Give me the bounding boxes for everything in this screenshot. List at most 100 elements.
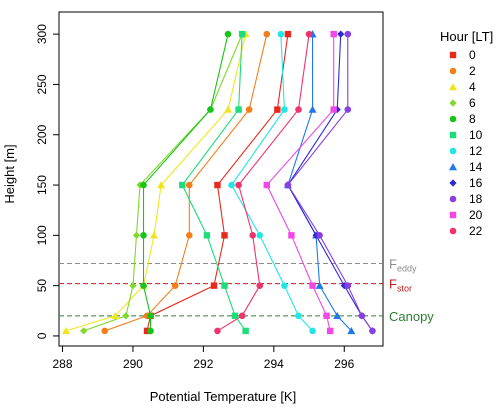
- data-point-hour-14: [315, 281, 324, 289]
- reference-line-label: Canopy: [389, 309, 434, 324]
- plot-area: 288 290 292 294 296 0 50 100 150 200 250 300 Canopy F…: [35, 11, 434, 371]
- data-point-hour-10: [221, 282, 228, 289]
- legend-marker-hour-18: [449, 195, 457, 203]
- legend-marker-hour-10: [449, 131, 457, 139]
- data-point-hour-2: [186, 232, 193, 239]
- x-axis-title: Potential Temperature [K]: [150, 389, 296, 404]
- data-point-hour-20: [323, 312, 330, 320]
- x-tick-label: 290: [123, 357, 143, 371]
- data-point-hour-10: [231, 312, 239, 320]
- data-point-hour-10: [238, 30, 246, 38]
- legend-marker-hour-22: [449, 227, 457, 235]
- data-point-hour-4: [62, 326, 71, 335]
- data-point-hour-18: [284, 181, 292, 189]
- legend-label-hour-16: 16: [469, 176, 483, 190]
- data-point-hour-12: [277, 30, 285, 38]
- y-tick-label: 300: [35, 24, 49, 44]
- data-point-hour-0: [210, 282, 218, 289]
- data-point-hour-8: [140, 282, 147, 289]
- y-tick-label: 150: [35, 175, 49, 195]
- data-point-hour-20: [309, 282, 316, 289]
- y-tick-label: 0: [35, 332, 49, 339]
- series-line-hour-18: [287, 34, 373, 332]
- reference-line-label: Feddy: [389, 257, 417, 274]
- data-point-hour-12: [228, 181, 235, 189]
- plot-frame: [58, 11, 384, 347]
- data-point-hour-18: [344, 282, 352, 289]
- data-point-hour-12: [256, 232, 264, 239]
- data-point-hour-6: [122, 312, 130, 320]
- data-point-hour-4: [224, 105, 233, 113]
- data-point-hour-8: [147, 312, 154, 320]
- legend-marker-hour-20: [449, 211, 457, 219]
- data-point-hour-6: [80, 327, 88, 335]
- data-point-hour-22: [238, 312, 246, 320]
- legend-label-hour-2: 2: [469, 64, 476, 78]
- data-point-hour-20: [263, 181, 270, 189]
- data-point-hour-22: [295, 106, 302, 113]
- series-line-hour-12: [230, 34, 313, 332]
- data-point-hour-10: [179, 181, 186, 189]
- data-point-hour-8: [147, 327, 154, 335]
- data-point-hour-18: [369, 327, 376, 335]
- legend-label-hour-0: 0: [469, 48, 476, 62]
- data-point-hour-14: [308, 105, 317, 113]
- y-tick-label: 50: [35, 279, 49, 293]
- data-point-hour-22: [235, 181, 242, 189]
- data-point-hour-14: [347, 326, 356, 335]
- data-point-hour-22: [249, 232, 256, 239]
- legend-marker-hour-6: [449, 99, 457, 107]
- data-point-hour-4: [157, 181, 166, 189]
- legend-label-hour-6: 6: [469, 96, 476, 110]
- data-point-hour-8: [224, 30, 232, 38]
- y-axis-title: Height [m]: [2, 144, 17, 203]
- legend-label-hour-4: 4: [469, 80, 476, 94]
- data-point-hour-14: [333, 311, 342, 320]
- data-point-hour-8: [207, 106, 214, 113]
- data-point-hour-2: [263, 30, 271, 38]
- legend-marker-hour-8: [449, 115, 457, 123]
- data-point-hour-10: [242, 327, 249, 335]
- y-tick-label: 250: [35, 74, 49, 94]
- data-point-hour-16: [312, 231, 320, 239]
- data-point-hour-18: [344, 30, 352, 38]
- data-point-hour-0: [274, 106, 281, 113]
- legend-label-hour-14: 14: [469, 160, 483, 174]
- data-point-hour-10: [235, 106, 242, 113]
- legend-label-hour-12: 12: [469, 144, 483, 158]
- legend-label-hour-22: 22: [469, 224, 483, 238]
- legend-label-hour-10: 10: [469, 128, 483, 142]
- legend: Hour [LT] 0 2 4 6 8 10 12 14 16 18 20 22: [440, 29, 493, 238]
- data-point-hour-22: [256, 282, 264, 289]
- data-point-hour-4: [150, 231, 159, 239]
- legend-marker-hour-0: [449, 51, 457, 59]
- x-tick-label: 294: [264, 357, 284, 371]
- legend-marker-hour-16: [449, 179, 457, 187]
- legend-marker-hour-4: [449, 83, 457, 91]
- legend-marker-hour-14: [449, 163, 457, 171]
- data-point-hour-6: [132, 231, 141, 239]
- data-point-hour-20: [326, 327, 334, 335]
- data-point-hour-2: [245, 106, 253, 113]
- legend-label-hour-20: 20: [469, 208, 483, 222]
- legend-label-hour-8: 8: [469, 112, 476, 126]
- legend-title: Hour [LT]: [440, 29, 493, 44]
- data-point-hour-12: [309, 327, 316, 335]
- data-point-hour-20: [330, 106, 337, 113]
- data-point-hour-8: [140, 181, 147, 189]
- data-point-hour-8: [140, 232, 147, 239]
- data-point-hour-18: [358, 312, 366, 320]
- data-point-hour-0: [284, 30, 292, 38]
- series-line-hour-20: [266, 34, 335, 332]
- x-tick-label: 296: [334, 357, 354, 371]
- data-point-hour-18: [316, 232, 323, 239]
- data-point-hour-12: [281, 282, 288, 289]
- data-point-hour-12: [281, 106, 288, 113]
- series-line-hour-2: [104, 34, 268, 332]
- legend-marker-hour-2: [449, 67, 457, 75]
- data-point-hour-12: [295, 312, 302, 320]
- data-point-hour-2: [186, 181, 193, 189]
- y-tick-label: 200: [35, 124, 49, 144]
- series-line-hour-16: [287, 34, 373, 332]
